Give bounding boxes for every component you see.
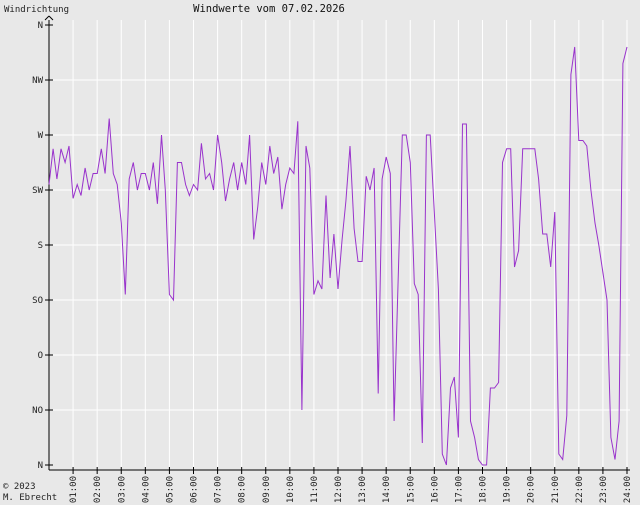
y-tick-label: O <box>38 351 43 361</box>
y-axis: N NO O SO S SW W NW N <box>32 15 54 471</box>
x-tick-label: 10:00 <box>286 476 296 503</box>
chart-title: Windwerte vom 07.02.2026 <box>193 3 345 15</box>
x-tick-label: 22:00 <box>575 476 585 503</box>
wind-direction-series-line <box>48 46 628 466</box>
y-axis-arrow-right <box>48 15 54 21</box>
y-axis-arrow-left <box>44 15 50 21</box>
x-tick-label: 04:00 <box>141 476 151 503</box>
x-tick-label: 02:00 <box>93 476 103 503</box>
x-tick-label: 07:00 <box>214 476 224 503</box>
x-tick-label: 09:00 <box>262 476 272 503</box>
x-tick-label: 17:00 <box>454 476 464 503</box>
x-tick-label: 05:00 <box>165 476 175 503</box>
x-tick-label: 11:00 <box>310 476 320 503</box>
x-tick-label: 03:00 <box>117 476 127 503</box>
copyright-line-1: © 2023 <box>3 482 36 492</box>
y-tick-label: SW <box>32 186 43 196</box>
x-tick-label: 24:00 <box>623 476 633 503</box>
y-tick-label: N <box>38 461 43 471</box>
x-tick-label: 15:00 <box>406 476 416 503</box>
x-tick-label: 16:00 <box>430 476 440 503</box>
y-tick-label: SO <box>32 296 43 306</box>
y-axis-label: Windrichtung <box>4 5 69 15</box>
y-tick-label: N <box>38 21 43 31</box>
x-tick-label: 23:00 <box>599 476 609 503</box>
x-tick-label: 20:00 <box>527 476 537 503</box>
x-tick-label: 14:00 <box>382 476 392 503</box>
y-tick-label: NW <box>32 76 43 86</box>
x-axis: 01:00 02:00 03:00 04:00 05:00 06:00 07:00 08:00… <box>69 467 633 503</box>
x-tick-label: 13:00 <box>358 476 368 503</box>
x-tick-label: 12:00 <box>334 476 344 503</box>
x-tick-label: 18:00 <box>479 476 489 503</box>
x-tick-label: 06:00 <box>190 476 200 503</box>
y-tick-label: W <box>38 131 44 141</box>
grid-lines <box>49 20 630 470</box>
x-tick-label: 08:00 <box>238 476 248 503</box>
y-tick-label: S <box>38 241 43 251</box>
x-tick-label: 01:00 <box>69 476 79 503</box>
y-tick-label: NO <box>32 406 43 416</box>
x-tick-label: 19:00 <box>503 476 513 503</box>
copyright-line-2: M. Ebrecht <box>3 493 57 503</box>
x-tick-label: 21:00 <box>551 476 561 503</box>
